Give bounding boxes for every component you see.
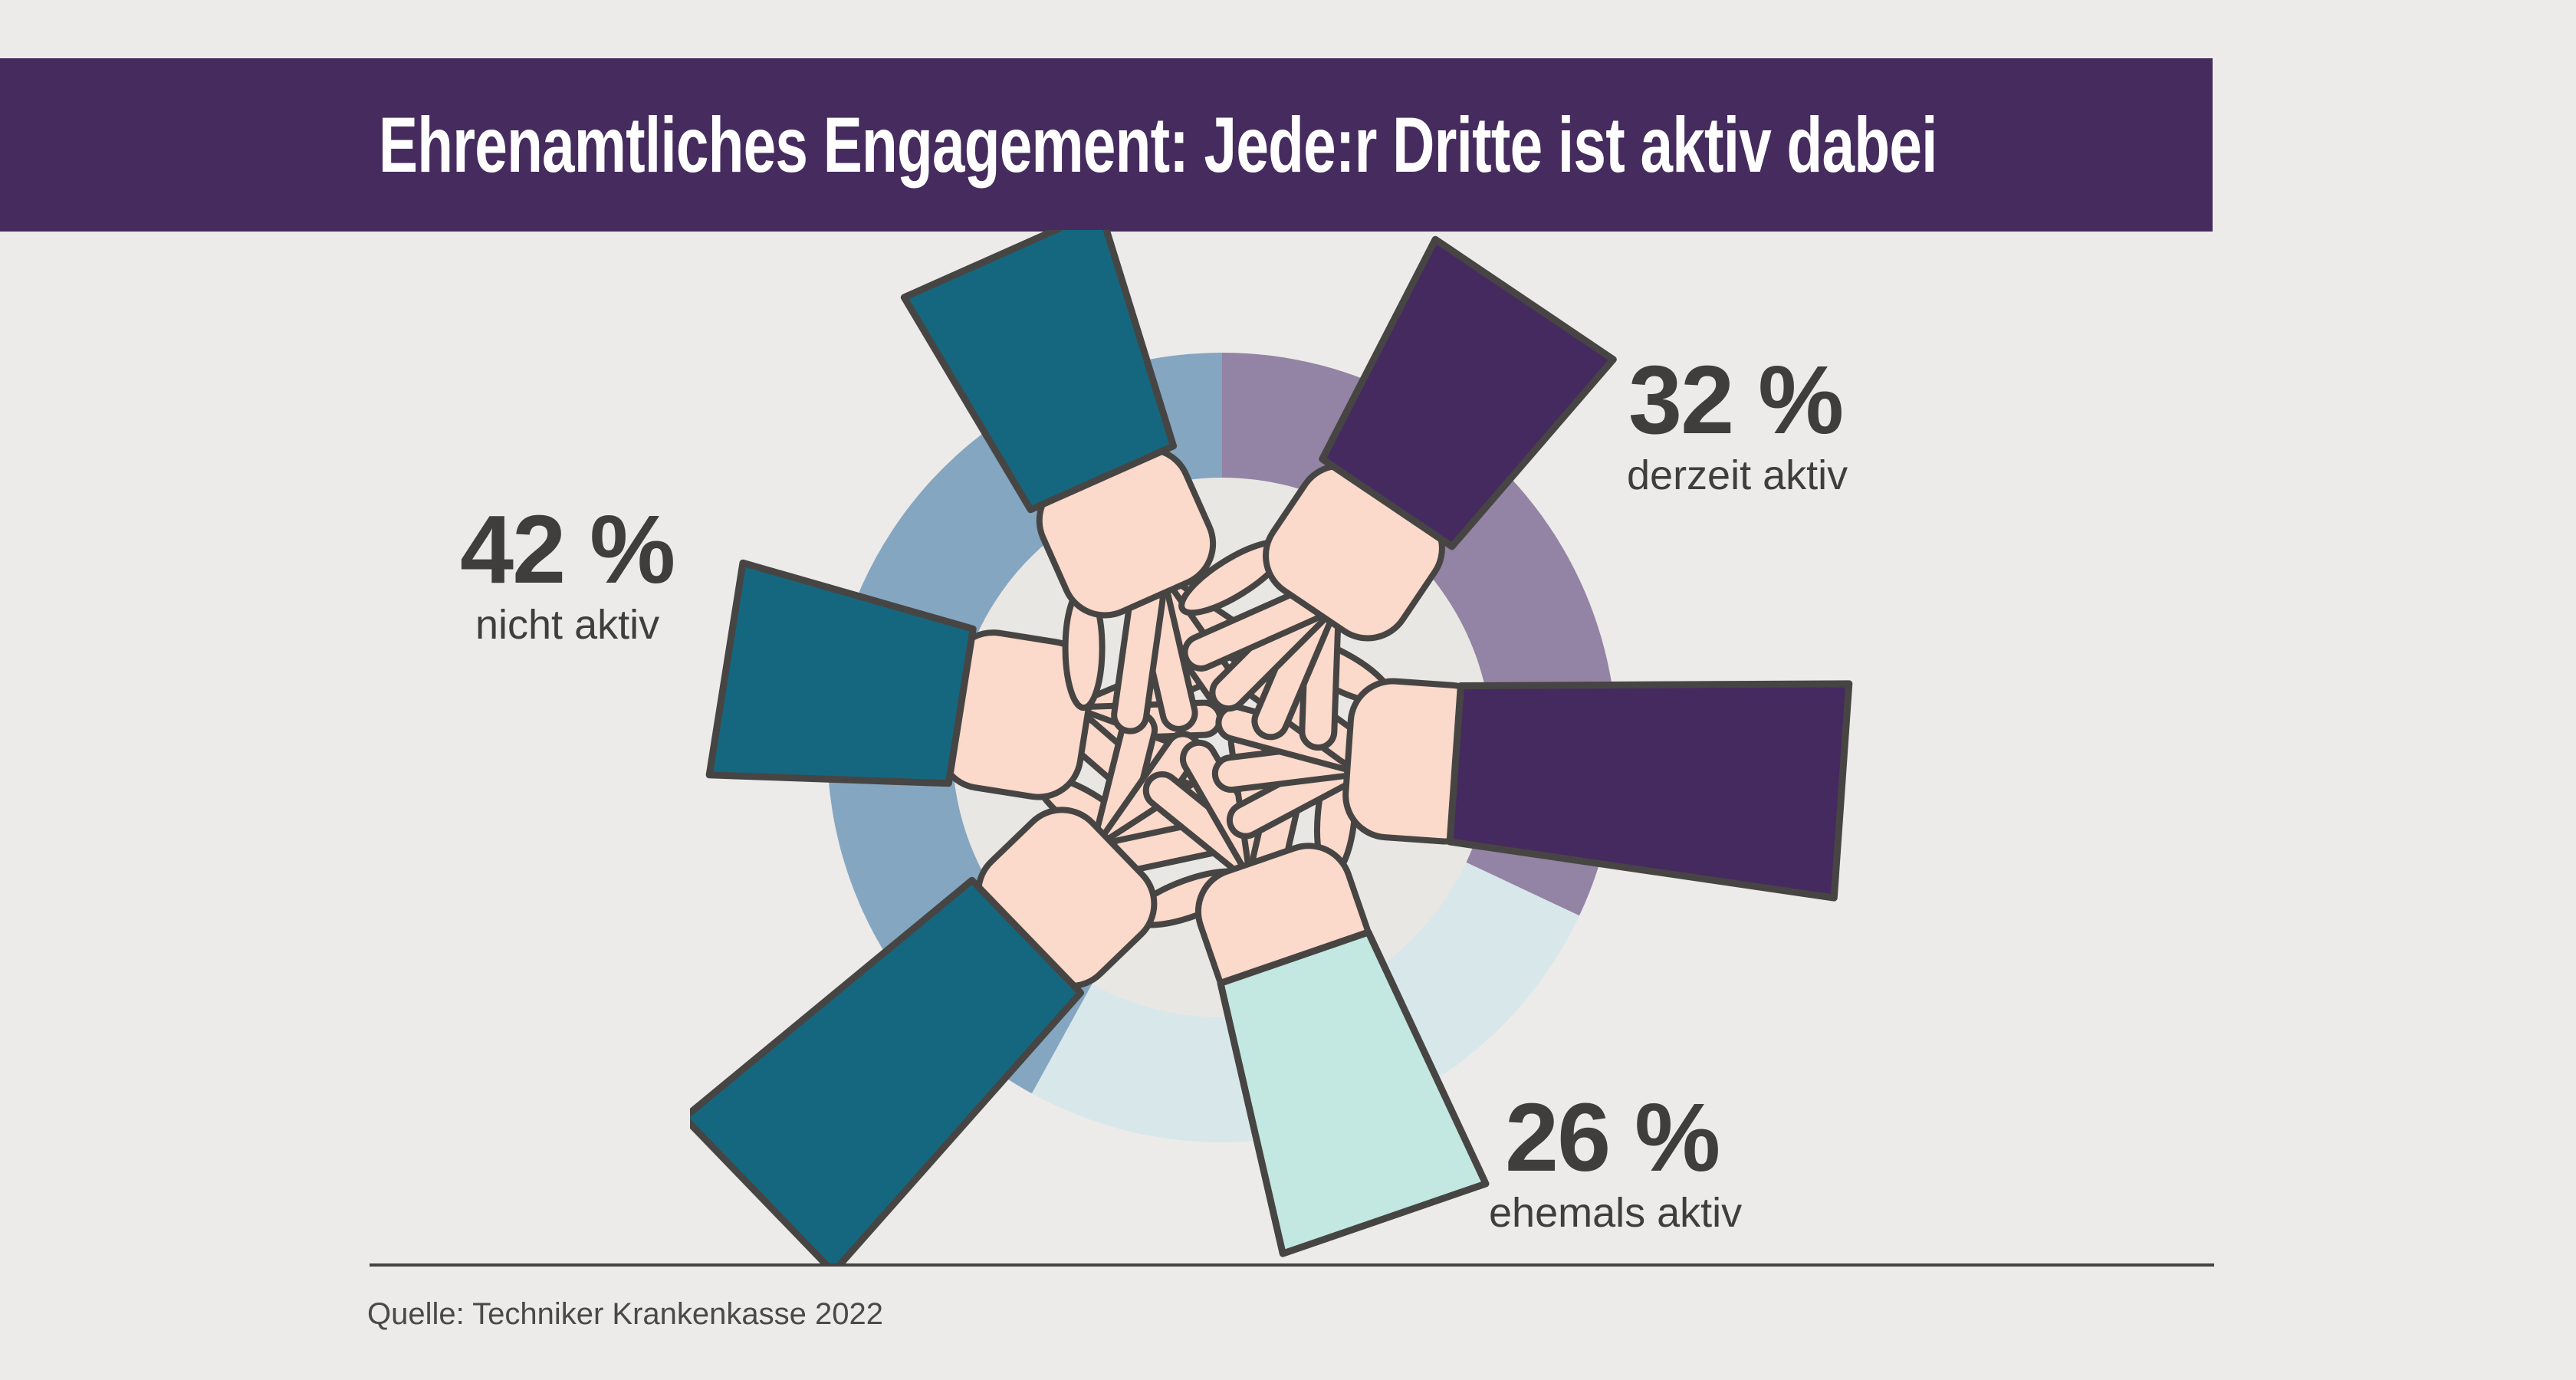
donut-segment-nicht-aktiv bbox=[826, 353, 1222, 1094]
stat-value-derzeit-aktiv: 32 % bbox=[1628, 346, 1844, 454]
stat-label-ehemals-aktiv: ehemals aktiv bbox=[1489, 1190, 1743, 1236]
arm-top-left-teal bbox=[900, 230, 1279, 734]
title-banner: Ehrenamtliches Engagement: Jede:r Dritte… bbox=[0, 58, 2213, 232]
sleeve-bottom-mint bbox=[1217, 928, 1490, 1257]
sleeve-left-teal bbox=[705, 559, 977, 787]
source-divider bbox=[370, 1263, 2214, 1267]
sleeve-bottom-left-teal bbox=[690, 876, 1084, 1265]
page-title: Ehrenamtliches Engagement: Jede:r Dritte… bbox=[379, 101, 1937, 189]
stat-ehemals-aktiv: 26 % ehemals aktiv bbox=[1489, 1083, 1742, 1234]
donut-segment-ehemals-aktiv bbox=[1031, 862, 1579, 1143]
source-note: Quelle: Techniker Krankenkasse 2022 bbox=[367, 1297, 884, 1331]
stat-nicht-aktiv: 42 % nicht aktiv bbox=[460, 495, 675, 648]
stat-derzeit-aktiv: 32 % derzeit aktiv bbox=[1627, 346, 1848, 498]
arm-top-right-purple bbox=[1178, 235, 1617, 751]
arm-bottom-mint bbox=[1142, 723, 1490, 1257]
stat-label-derzeit-aktiv: derzeit aktiv bbox=[1627, 452, 1848, 498]
stacked-hands bbox=[690, 230, 1853, 1265]
stat-label-nicht-aktiv: nicht aktiv bbox=[475, 602, 660, 648]
sleeve-top-left-teal bbox=[900, 230, 1178, 514]
stat-value-ehemals-aktiv: 26 % bbox=[1505, 1083, 1720, 1191]
stat-value-nicht-aktiv: 42 % bbox=[460, 495, 675, 603]
hand-top-right-purple bbox=[1178, 462, 1445, 751]
sleeve-top-right-purple bbox=[1319, 235, 1617, 550]
sleeve-right-purple bbox=[1446, 680, 1853, 902]
hands-donut-illustration bbox=[690, 230, 1853, 1265]
